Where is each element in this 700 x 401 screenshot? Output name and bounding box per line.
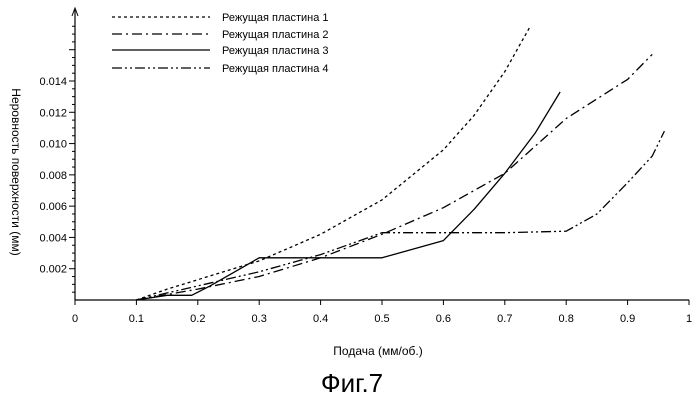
legend-label-1: Режущая пластина 1 <box>222 12 329 24</box>
series-line-2 <box>136 54 652 300</box>
x-tick-label: 0.8 <box>559 313 574 325</box>
series-line-4 <box>136 131 664 300</box>
figure-caption: Фиг.7 <box>321 368 383 398</box>
y-tick-label: 0.010 <box>39 139 67 151</box>
x-tick-label: 0.6 <box>436 313 451 325</box>
series-line-3 <box>136 92 560 300</box>
y-tick-label: 0.002 <box>39 264 67 276</box>
y-tick-label: 0.006 <box>39 201 67 213</box>
data-series <box>136 28 664 300</box>
x-tick-label: 1 <box>686 313 692 325</box>
y-tick-label: 0.012 <box>39 107 67 119</box>
axis-ticks: 0 0.1 0.2 0.3 0.4 0.5 0.6 0.7 0.8 0.9 1 0.002 0.004 0… <box>39 26 692 325</box>
legend: Режущая пластина 1 Режущая пластина 2 Режу… <box>112 12 329 75</box>
legend-label-2: Режущая пластина 2 <box>222 29 329 41</box>
x-tick-label: 0 <box>72 313 78 325</box>
legend-label-3: Режущая пластина 3 <box>222 45 329 57</box>
x-tick-label: 0.7 <box>497 313 512 325</box>
x-tick-label: 0.1 <box>129 313 144 325</box>
x-tick-label: 0.2 <box>190 313 205 325</box>
x-axis-title: Подача (мм/об.) <box>333 344 422 358</box>
axes <box>72 8 689 300</box>
legend-label-4: Режущая пластина 4 <box>222 63 329 75</box>
x-tick-label: 0.5 <box>374 313 389 325</box>
x-tick-label: 0.9 <box>620 313 635 325</box>
y-tick-label: 0.008 <box>39 170 67 182</box>
y-tick-label: 0.014 <box>39 76 67 88</box>
y-axis-title: Неровность поверхности (мм) <box>9 88 23 255</box>
y-tick-label: 0.004 <box>39 232 67 244</box>
x-tick-label: 0.4 <box>313 313 328 325</box>
x-tick-label: 0.3 <box>252 313 267 325</box>
